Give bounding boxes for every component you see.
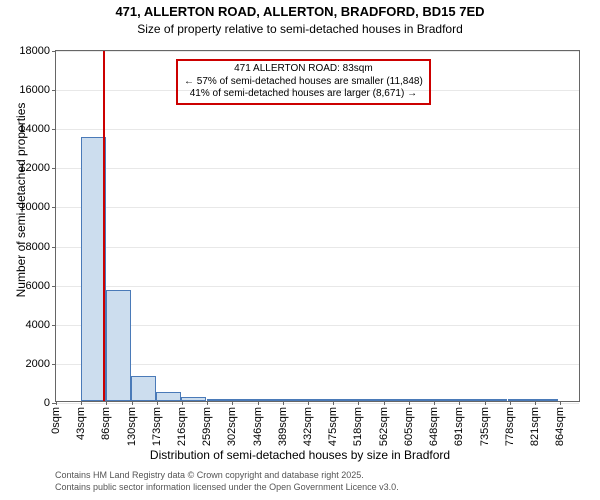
- xtick-label: 302sqm: [226, 401, 238, 446]
- ytick-label: 4000: [26, 319, 56, 331]
- chart-title: 471, ALLERTON ROAD, ALLERTON, BRADFORD, …: [0, 4, 600, 19]
- xtick-label: 648sqm: [428, 401, 440, 446]
- callout-box: 471 ALLERTON ROAD: 83sqm← 57% of semi-de…: [176, 59, 431, 105]
- gridline: [56, 51, 579, 52]
- callout-line: 41% of semi-detached houses are larger (…: [184, 88, 423, 101]
- xtick-label: 691sqm: [453, 401, 465, 446]
- xtick-label: 389sqm: [277, 401, 289, 446]
- credits-line1: Contains HM Land Registry data © Crown c…: [55, 470, 600, 482]
- xtick-label: 864sqm: [554, 401, 566, 446]
- histogram-bar: [156, 392, 181, 401]
- ytick-label: 18000: [19, 45, 56, 57]
- xtick-label: 475sqm: [327, 401, 339, 446]
- callout-line: 471 ALLERTON ROAD: 83sqm: [184, 63, 423, 76]
- gridline: [56, 364, 579, 365]
- chart-subtitle: Size of property relative to semi-detach…: [0, 22, 600, 36]
- credits: Contains HM Land Registry data © Crown c…: [0, 470, 600, 493]
- xtick-label: 216sqm: [176, 401, 188, 446]
- xtick-label: 173sqm: [151, 401, 163, 446]
- histogram-bar: [81, 137, 106, 401]
- xtick-label: 605sqm: [403, 401, 415, 446]
- gridline: [56, 207, 579, 208]
- xtick-label: 259sqm: [201, 401, 213, 446]
- xtick-label: 346sqm: [252, 401, 264, 446]
- ytick-label: 2000: [26, 358, 56, 370]
- callout-line: ← 57% of semi-detached houses are smalle…: [184, 76, 423, 89]
- histogram-bar: [106, 290, 131, 401]
- chart-container: 471, ALLERTON ROAD, ALLERTON, BRADFORD, …: [0, 0, 600, 500]
- xtick-label: 562sqm: [378, 401, 390, 446]
- gridline: [56, 129, 579, 130]
- xtick-label: 735sqm: [479, 401, 491, 446]
- y-axis-label: Number of semi-detached properties: [14, 80, 28, 320]
- gridline: [56, 325, 579, 326]
- xtick-label: 43sqm: [75, 401, 87, 440]
- gridline: [56, 247, 579, 248]
- ytick-label: 6000: [26, 280, 56, 292]
- xtick-label: 130sqm: [126, 401, 138, 446]
- xtick-label: 86sqm: [100, 401, 112, 440]
- plot-area: 0200040006000800010000120001400016000180…: [55, 50, 580, 402]
- gridline: [56, 168, 579, 169]
- xtick-label: 432sqm: [302, 401, 314, 446]
- xtick-label: 518sqm: [352, 401, 364, 446]
- xtick-label: 778sqm: [504, 401, 516, 446]
- histogram-bar: [131, 376, 156, 401]
- reference-line: [103, 51, 105, 401]
- x-axis-label: Distribution of semi-detached houses by …: [0, 448, 600, 462]
- credits-line2: Contains public sector information licen…: [55, 482, 600, 494]
- xtick-label: 0sqm: [50, 401, 62, 434]
- gridline: [56, 286, 579, 287]
- xtick-label: 821sqm: [529, 401, 541, 446]
- ytick-label: 8000: [26, 241, 56, 253]
